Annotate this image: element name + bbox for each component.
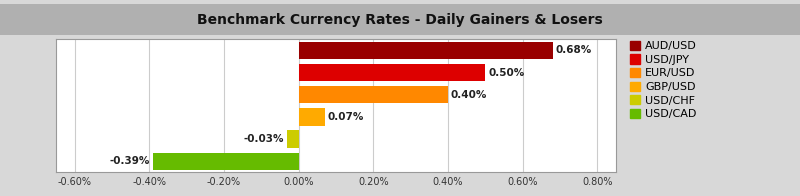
Text: 0.50%: 0.50% — [488, 67, 525, 78]
Bar — [298, 108, 325, 126]
Legend: AUD/USD, USD/JPY, EUR/USD, GBP/USD, USD/CHF, USD/CAD: AUD/USD, USD/JPY, EUR/USD, GBP/USD, USD/… — [630, 41, 697, 119]
Text: -0.03%: -0.03% — [244, 134, 285, 144]
Text: 0.40%: 0.40% — [451, 90, 487, 100]
Bar — [298, 86, 448, 103]
Bar — [298, 64, 486, 81]
Text: 0.68%: 0.68% — [555, 45, 592, 55]
Text: Benchmark Currency Rates - Daily Gainers & Losers: Benchmark Currency Rates - Daily Gainers… — [197, 13, 603, 27]
Bar — [287, 131, 298, 148]
Text: -0.39%: -0.39% — [110, 156, 150, 166]
Text: 0.07%: 0.07% — [328, 112, 364, 122]
Bar — [298, 42, 553, 59]
Bar — [153, 153, 298, 170]
